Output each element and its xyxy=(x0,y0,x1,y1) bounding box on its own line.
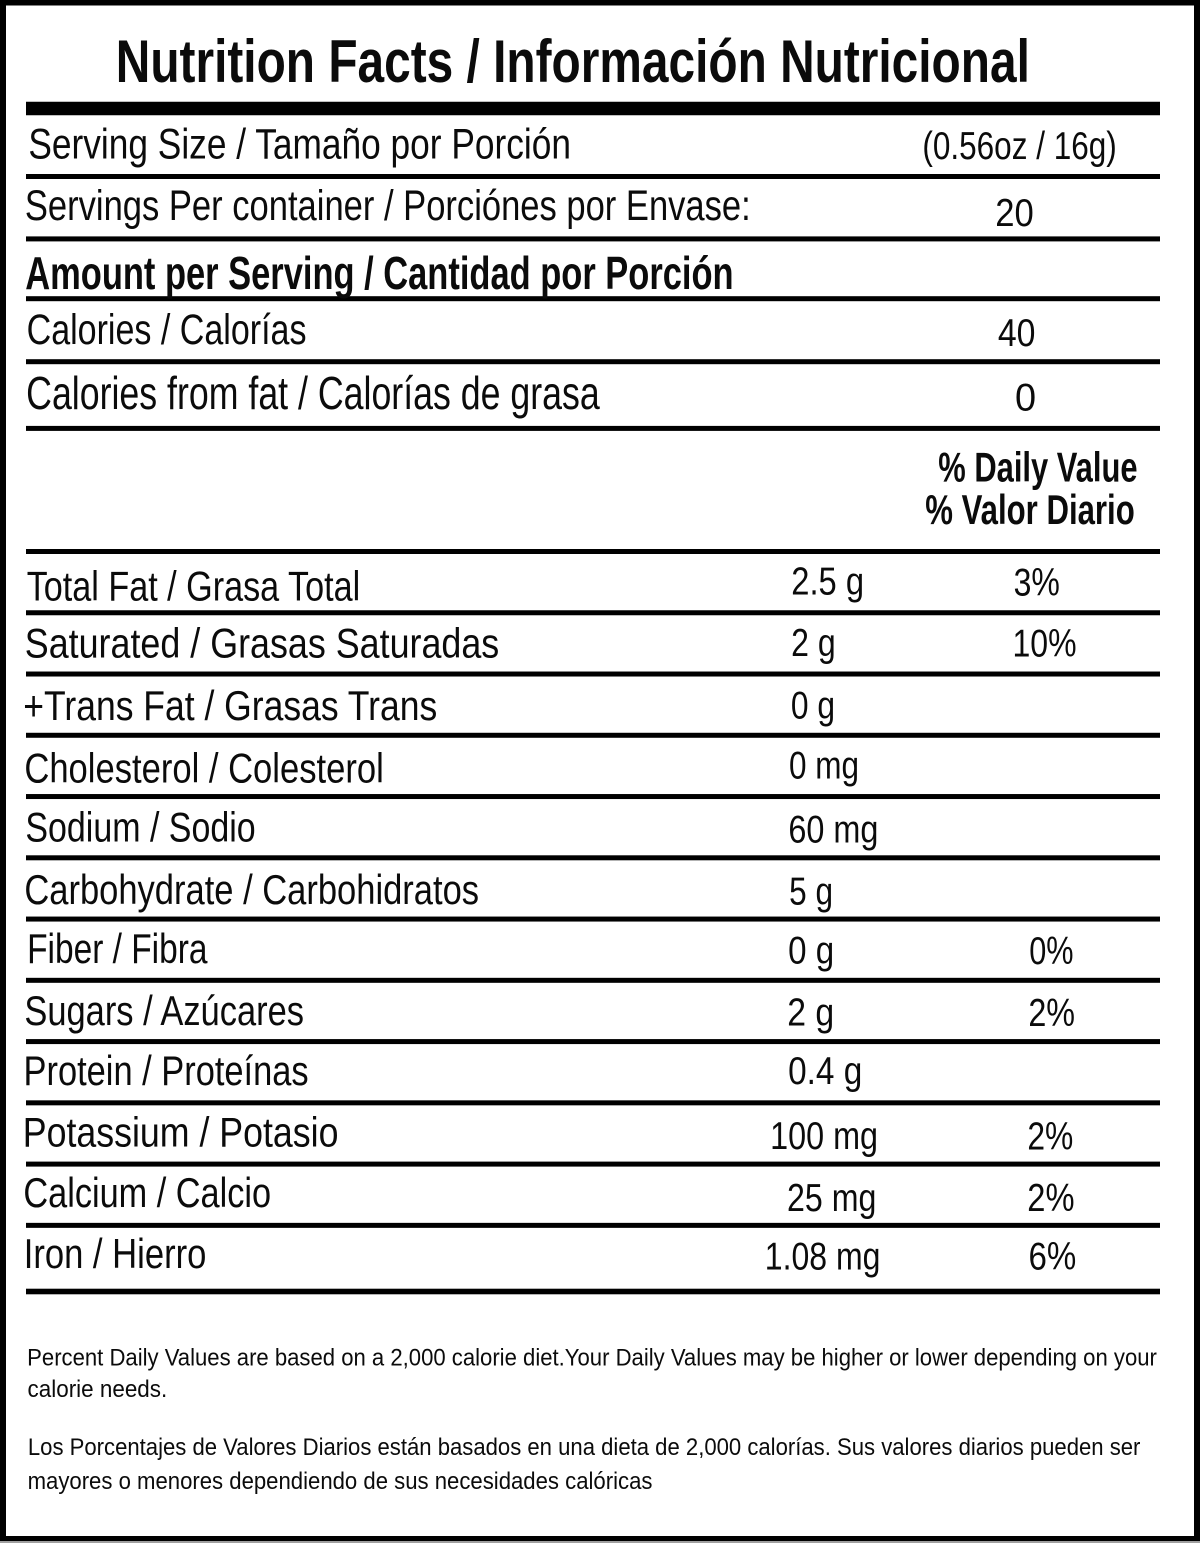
svg-text:3%: 3% xyxy=(1014,561,1060,604)
svg-text:20: 20 xyxy=(995,191,1034,234)
svg-text:Calories from fat / Calorías d: Calories from fat / Calorías de grasa xyxy=(26,368,600,419)
svg-text:Amount per Serving / Cantidad: Amount per Serving / Cantidad por Porció… xyxy=(25,247,733,299)
svg-text:Fiber / Fibra: Fiber / Fibra xyxy=(27,927,208,973)
svg-text:Potassium / Potasio: Potassium / Potasio xyxy=(23,1110,339,1156)
svg-text:% Valor Diario: % Valor Diario xyxy=(925,487,1134,534)
svg-text:60 mg: 60 mg xyxy=(788,808,878,851)
svg-text:25 mg: 25 mg xyxy=(787,1176,876,1219)
svg-text:5 g: 5 g xyxy=(789,871,833,914)
svg-text:% Daily Value: % Daily Value xyxy=(938,444,1137,491)
svg-text:0 g: 0 g xyxy=(788,929,834,972)
svg-text:Saturated / Grasas Saturadas: Saturated / Grasas Saturadas xyxy=(25,621,499,667)
svg-text:Iron / Hierro: Iron / Hierro xyxy=(24,1231,207,1278)
svg-text:(0.56oz / 16g): (0.56oz / 16g) xyxy=(922,125,1116,168)
svg-text:2%: 2% xyxy=(1027,1177,1074,1220)
svg-text:Servings Per container / Porci: Servings Per container / Porciónes por E… xyxy=(25,183,751,230)
svg-text:Sugars / Azúcares: Sugars / Azúcares xyxy=(24,988,304,1035)
svg-text:Percent Daily Values are based: Percent Daily Values are based on a 2,00… xyxy=(27,1344,1157,1371)
svg-text:0 mg: 0 mg xyxy=(789,745,859,788)
svg-text:6%: 6% xyxy=(1028,1235,1076,1278)
svg-text:Nutrition Facts / Información: Nutrition Facts / Información Nutriciona… xyxy=(116,29,1030,95)
svg-text:2%: 2% xyxy=(1028,991,1075,1034)
svg-text:Serving Size / Tamaño por Porc: Serving Size / Tamaño por Porción xyxy=(28,120,571,168)
svg-text:Carbohydrate / Carbohidratos: Carbohydrate / Carbohidratos xyxy=(24,867,479,914)
svg-text:1.08 mg: 1.08 mg xyxy=(765,1235,881,1279)
svg-text:0%: 0% xyxy=(1029,930,1073,973)
svg-text:Calories / Calorías: Calories / Calorías xyxy=(27,306,307,354)
svg-text:Total Fat / Grasa Total: Total Fat / Grasa Total xyxy=(27,563,361,610)
svg-text:100 mg: 100 mg xyxy=(770,1114,878,1157)
svg-text:10%: 10% xyxy=(1013,622,1077,665)
svg-text:Calcium / Calcio: Calcium / Calcio xyxy=(23,1170,271,1217)
svg-text:2.5 g: 2.5 g xyxy=(791,560,864,603)
svg-text:Protein / Proteínas: Protein / Proteínas xyxy=(24,1048,309,1095)
svg-text:0.4 g: 0.4 g xyxy=(788,1049,862,1093)
svg-text:0: 0 xyxy=(1015,376,1036,419)
svg-text:2 g: 2 g xyxy=(791,621,836,664)
svg-text:Sodium / Sodio: Sodium / Sodio xyxy=(25,804,255,851)
svg-text:Cholesterol / Colesterol: Cholesterol / Colesterol xyxy=(24,745,383,792)
svg-text:Los Porcentajes de Valores Dia: Los Porcentajes de Valores Diarios están… xyxy=(28,1433,1141,1460)
svg-text:2 g: 2 g xyxy=(787,990,834,1034)
svg-text:+Trans Fat / Grasas Trans: +Trans Fat / Grasas Trans xyxy=(23,683,437,729)
svg-text:2%: 2% xyxy=(1027,1116,1073,1159)
svg-text:0 g: 0 g xyxy=(791,684,835,727)
svg-text:mayores o menores dependiendo: mayores o menores dependiendo de sus nec… xyxy=(28,1467,653,1494)
svg-text:calorie needs.: calorie needs. xyxy=(28,1375,168,1402)
svg-text:40: 40 xyxy=(998,311,1036,355)
